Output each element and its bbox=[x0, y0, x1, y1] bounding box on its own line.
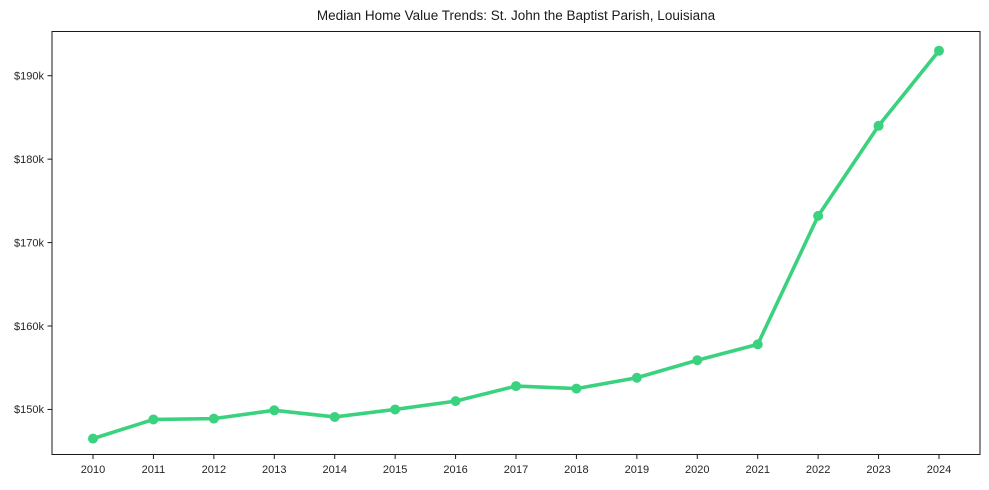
data-point-marker bbox=[873, 120, 884, 131]
x-axis-tick-label: 2011 bbox=[142, 464, 166, 476]
data-point-marker bbox=[329, 411, 340, 422]
x-axis-tick-label: 2015 bbox=[383, 464, 407, 476]
x-axis-tick-label: 2024 bbox=[927, 464, 951, 476]
data-point-marker bbox=[571, 383, 582, 394]
data-point-marker bbox=[511, 381, 521, 392]
y-axis-tick-label: $170k bbox=[14, 237, 44, 249]
y-axis-tick-label: $160k bbox=[14, 321, 44, 333]
x-axis-tick-label: 2021 bbox=[745, 464, 769, 476]
data-point-marker bbox=[208, 413, 219, 424]
x-axis-tick-label: 2020 bbox=[685, 464, 709, 476]
x-axis-tick-label: 2022 bbox=[806, 464, 830, 476]
y-axis-tick-label: $180k bbox=[14, 154, 44, 166]
data-point-marker bbox=[631, 372, 642, 383]
data-point-marker bbox=[934, 45, 944, 56]
x-axis-tick-label: 2013 bbox=[262, 464, 286, 476]
x-axis-tick-label: 2019 bbox=[625, 464, 649, 476]
x-axis-tick-label: 2018 bbox=[564, 464, 588, 476]
data-point-marker bbox=[450, 396, 461, 407]
trend-line bbox=[91, 48, 941, 441]
data-point-marker bbox=[88, 433, 98, 444]
data-point-marker bbox=[752, 339, 763, 350]
x-axis-tick-label: 2017 bbox=[504, 464, 528, 476]
x-axis-tick-label: 2014 bbox=[322, 464, 346, 476]
chart-title: Median Home Value Trends: St. John the B… bbox=[316, 8, 716, 23]
data-point-marker bbox=[813, 210, 824, 221]
data-point-marker bbox=[692, 355, 703, 366]
data-point-marker bbox=[269, 405, 280, 416]
x-axis-tick-label: 2010 bbox=[81, 464, 105, 476]
data-point-marker bbox=[390, 404, 401, 415]
y-axis-tick-label: $150k bbox=[14, 404, 44, 416]
y-axis-tick-label: $190k bbox=[14, 71, 44, 83]
x-axis-tick-label: 2012 bbox=[202, 464, 226, 476]
data-point-marker bbox=[148, 414, 159, 425]
x-axis-tick-label: 2023 bbox=[866, 464, 890, 476]
x-axis-tick-label: 2016 bbox=[443, 464, 467, 476]
